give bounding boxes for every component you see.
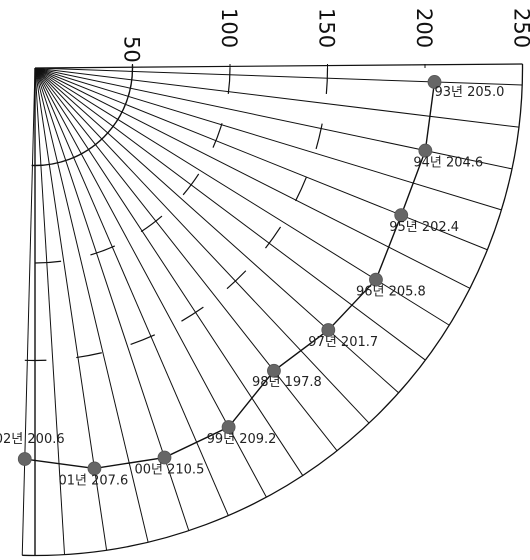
top-boundary-line (34, 63, 523, 69)
data-point-0 (427, 75, 442, 89)
data-label-4: 97년 201.7 (308, 335, 378, 350)
tick-label-150: 150 (315, 8, 339, 48)
spoke-mid-0 (34, 67, 519, 128)
data-point-4 (321, 323, 336, 337)
data-point-2 (394, 208, 409, 223)
tick-label-100: 100 (217, 8, 241, 48)
spoke-2 (34, 67, 488, 251)
spoke-mid-2 (34, 67, 471, 289)
spoke-mid-5 (34, 67, 304, 476)
data-label-2: 95년 202.4 (389, 220, 459, 235)
spoke-mid-6 (34, 67, 229, 516)
data-label-9: 02년 200.6 (0, 432, 65, 447)
data-point-7 (157, 450, 172, 465)
data-label-8: 01년 207.6 (58, 473, 128, 488)
spoke-1 (34, 67, 513, 170)
spoke-9 (21, 67, 36, 556)
tick-label-50: 50 (120, 36, 144, 63)
tick-label-250: 250 (510, 8, 530, 48)
arc-150-dashed (24, 67, 329, 362)
data-point-6 (221, 420, 236, 434)
outer-arc-250 (22, 63, 524, 557)
data-label-7: 00년 210.5 (134, 463, 204, 478)
spoke-5 (34, 67, 338, 452)
data-label-6: 99년 209.2 (207, 432, 277, 447)
data-label-3: 96년 205.8 (356, 285, 426, 300)
data-point-1 (418, 143, 433, 158)
spoke-mid-3 (34, 67, 426, 361)
data-point-5 (267, 363, 281, 378)
data-label-1: 94년 204.6 (413, 156, 483, 171)
tick-label-200: 200 (412, 8, 436, 48)
data-label-0: 93년 205.0 (435, 85, 505, 100)
data-point-3 (369, 272, 383, 287)
data-point-9 (17, 452, 32, 466)
data-point-8 (87, 461, 102, 476)
arc-50 (31, 64, 134, 167)
spoke-mid-8 (34, 67, 66, 555)
spoke-mid-1 (34, 67, 502, 211)
spoke-mid-4 (34, 67, 370, 424)
data-label-5: 98년 197.8 (252, 375, 322, 390)
spoke-4 (34, 67, 399, 394)
data-line (24, 81, 436, 470)
